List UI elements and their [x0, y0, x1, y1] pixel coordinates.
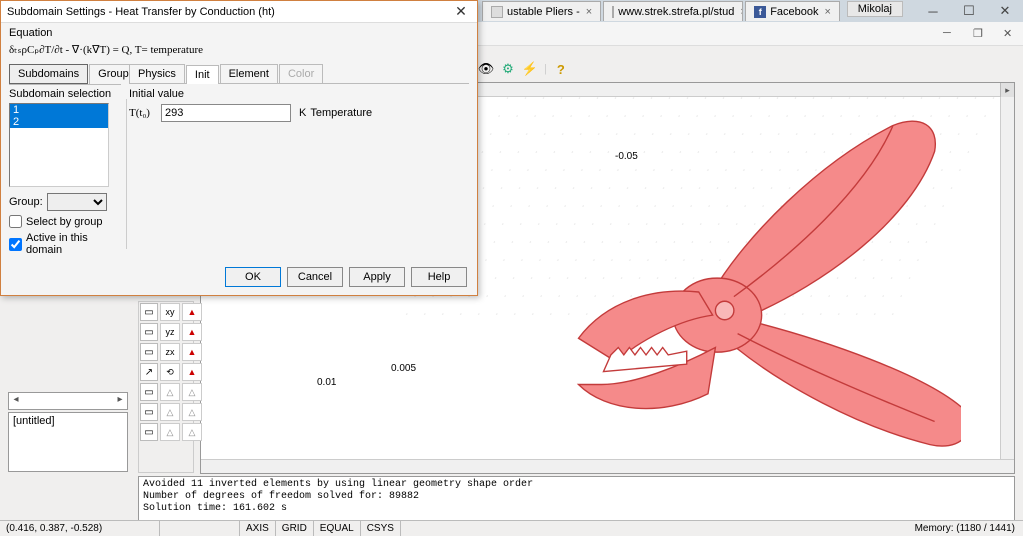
mesh-icon[interactable]: ▲	[182, 303, 202, 321]
bolt-icon[interactable]: ⚡	[522, 61, 538, 77]
mesh-icon[interactable]: ▲	[182, 363, 202, 381]
model-tree[interactable]: [untitled]	[8, 412, 128, 472]
maximize-button[interactable]: ☐	[951, 0, 987, 22]
triangle-icon[interactable]: △	[182, 383, 202, 401]
log-line: Solution time: 161.602 s	[143, 503, 1010, 515]
status-csys[interactable]: CSYS	[361, 521, 401, 536]
active-in-domain-label: Active in this domain	[26, 232, 121, 256]
yz-plane-button[interactable]: yz	[160, 323, 180, 341]
page-icon	[612, 6, 614, 18]
equation-label: Equation	[9, 27, 469, 39]
page-icon	[491, 6, 503, 18]
status-coords: (0.416, 0.387, -0.528)	[0, 521, 160, 536]
subdomain-settings-dialog: Subdomain Settings - Heat Transfer by Co…	[0, 0, 478, 296]
scroll-right[interactable]	[1000, 97, 1014, 459]
dialog-title: Subdomain Settings - Heat Transfer by Co…	[7, 6, 275, 18]
field-description: Temperature	[310, 107, 372, 119]
tool-icon[interactable]: ↗	[140, 363, 158, 381]
group-label: Group:	[9, 196, 43, 208]
equation-text: δₜₛρCₚ∂T/∂t - ∇·(k∇T) = Q, T= temperatur…	[9, 43, 469, 56]
help-icon[interactable]: ?	[553, 61, 569, 77]
group-select[interactable]	[47, 193, 107, 211]
list-item[interactable]: 2	[10, 116, 108, 128]
close-icon[interactable]: ×	[740, 6, 743, 18]
restore-icon[interactable]: ❐	[973, 27, 987, 41]
scroll-arrow-icon[interactable]: ▸	[1000, 83, 1014, 97]
subdomain-list[interactable]: 1 2	[9, 103, 109, 187]
triangle-icon[interactable]: △	[182, 403, 202, 421]
gear-icon[interactable]: ⚙	[500, 61, 516, 77]
close-button[interactable]: ✕	[987, 0, 1023, 22]
list-item[interactable]: 1	[10, 104, 108, 116]
log-panel: Avoided 11 inverted elements by using li…	[138, 476, 1015, 522]
tool-icon[interactable]: ▭	[140, 323, 158, 341]
arrow-right-icon[interactable]: ▸	[113, 394, 127, 408]
window-controls: ─ ☐ ✕	[915, 0, 1023, 22]
subdomain-selection-label: Subdomain selection	[9, 88, 121, 100]
active-in-domain-checkbox[interactable]	[9, 238, 22, 251]
apply-button[interactable]: Apply	[349, 267, 405, 287]
select-by-group-checkbox[interactable]	[9, 215, 22, 228]
mesh-icon[interactable]: ▲	[182, 323, 202, 341]
tool-strip: ▭ ▭ ▭ ↗ ▭ ▭ ▭ xy yz zx ⟲ △ △ △ ▲ ▲ ▲ ▲ △…	[138, 301, 194, 473]
field-name: T(t₀)	[129, 107, 157, 119]
tool-icon[interactable]: ▭	[140, 403, 158, 421]
browser-tab-strek[interactable]: www.strek.strefa.pl/stud ×	[603, 1, 743, 21]
tab-element[interactable]: Element	[220, 64, 278, 83]
view-icon[interactable]: 👁	[478, 61, 494, 77]
tool-icon[interactable]: ▭	[140, 303, 158, 321]
triangle-icon[interactable]: △	[160, 403, 180, 421]
browser-tab-pliers[interactable]: ustable Pliers - ×	[482, 1, 601, 21]
help-button[interactable]: Help	[411, 267, 467, 287]
temperature-input[interactable]	[161, 104, 291, 122]
tool-icon[interactable]: ▭	[140, 423, 158, 441]
tab-label: ustable Pliers -	[507, 6, 580, 18]
facebook-icon: f	[754, 6, 766, 18]
scroll-bottom[interactable]	[201, 459, 1014, 473]
status-axis[interactable]: AXIS	[240, 521, 276, 536]
status-grid[interactable]: GRID	[276, 521, 314, 536]
minimize-icon[interactable]: ─	[943, 27, 957, 41]
tab-label: Facebook	[770, 6, 818, 18]
cancel-button[interactable]: Cancel	[287, 267, 343, 287]
arrow-left-icon[interactable]: ◂	[9, 394, 23, 408]
app-toolbar: 👁 ⚙ ⚡ | ?	[478, 58, 1013, 80]
close-icon[interactable]: ×	[586, 6, 592, 18]
axis-label-mid2: 0.01	[317, 377, 336, 388]
tree-root[interactable]: [untitled]	[13, 415, 55, 427]
tab-subdomains[interactable]: Subdomains	[9, 64, 88, 84]
log-line: Avoided 11 inverted elements by using li…	[143, 479, 1010, 491]
ok-button[interactable]: OK	[225, 267, 281, 287]
nav-panel: ◂ ▸	[8, 392, 128, 410]
user-label: Mikolaj	[847, 1, 903, 17]
close-icon[interactable]: ×	[825, 6, 831, 18]
rotate-button[interactable]: ⟲	[160, 363, 180, 381]
dialog-titlebar[interactable]: Subdomain Settings - Heat Transfer by Co…	[1, 1, 477, 23]
status-memory: Memory: (1180 / 1441)	[907, 523, 1023, 534]
close-icon[interactable]: ✕	[1003, 27, 1017, 41]
close-icon[interactable]: ✕	[451, 3, 471, 20]
triangle-icon[interactable]: △	[160, 423, 180, 441]
xy-plane-button[interactable]: xy	[160, 303, 180, 321]
log-line: Number of degrees of freedom solved for:…	[143, 491, 1010, 503]
zx-plane-button[interactable]: zx	[160, 343, 180, 361]
browser-tab-facebook[interactable]: f Facebook ×	[745, 1, 840, 21]
initial-value-label: Initial value	[129, 88, 469, 100]
tab-label: www.strek.strefa.pl/stud	[618, 6, 734, 18]
status-bar: (0.416, 0.387, -0.528) AXIS GRID EQUAL C…	[0, 520, 1023, 536]
tab-physics[interactable]: Physics	[129, 64, 185, 83]
tool-icon[interactable]: ▭	[140, 383, 158, 401]
tab-color: Color	[279, 64, 323, 83]
minimize-button[interactable]: ─	[915, 0, 951, 22]
triangle-icon[interactable]: △	[160, 383, 180, 401]
triangle-icon[interactable]: △	[182, 423, 202, 441]
mesh-icon[interactable]: ▲	[182, 343, 202, 361]
browser-toolbar: ─ ❐ ✕	[478, 22, 1023, 46]
tool-icon[interactable]: ▭	[140, 343, 158, 361]
tab-init[interactable]: Init	[186, 65, 219, 84]
select-by-group-label: Select by group	[26, 216, 102, 228]
field-unit: K	[299, 107, 306, 119]
status-equal[interactable]: EQUAL	[314, 521, 361, 536]
